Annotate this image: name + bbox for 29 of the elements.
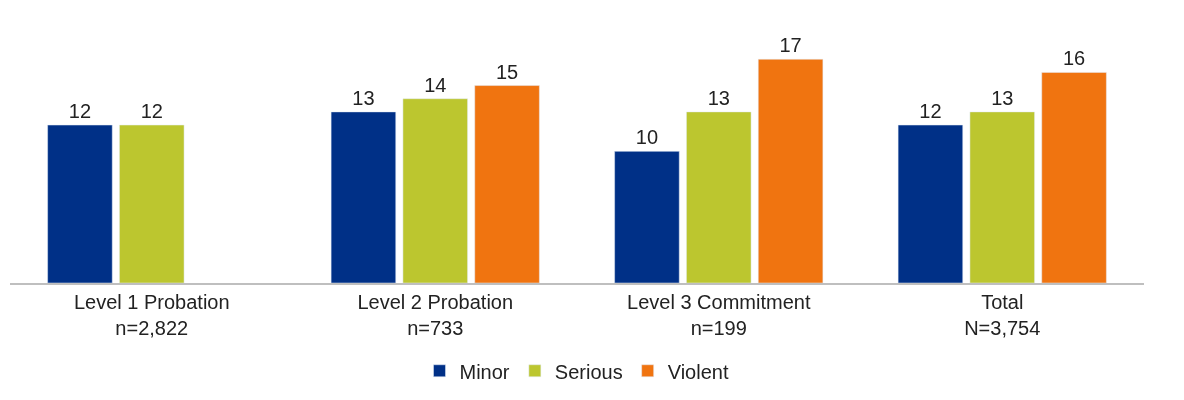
legend-label: Violent bbox=[667, 360, 729, 383]
bar bbox=[402, 98, 468, 283]
data-label: 15 bbox=[495, 60, 519, 83]
data-label: 13 bbox=[707, 86, 730, 109]
bar bbox=[969, 111, 1035, 283]
bar bbox=[474, 85, 540, 283]
bar bbox=[897, 124, 963, 283]
data-label: 13 bbox=[352, 86, 375, 109]
bar bbox=[686, 111, 752, 283]
data-label: 13 bbox=[991, 86, 1014, 109]
data-label: 14 bbox=[424, 73, 447, 96]
legend-label: Serious bbox=[554, 360, 623, 383]
data-label: 12 bbox=[919, 100, 942, 123]
data-label: 10 bbox=[635, 126, 659, 149]
bar bbox=[1041, 72, 1107, 283]
bar bbox=[47, 124, 113, 283]
data-label: 16 bbox=[1062, 47, 1086, 70]
x-tick-label: Level 3 Commitment n=199 bbox=[627, 290, 811, 339]
bar bbox=[119, 124, 185, 283]
data-label: 17 bbox=[779, 34, 802, 57]
bar bbox=[330, 111, 396, 283]
bar bbox=[758, 58, 824, 283]
x-tick-label: Total N=3,754 bbox=[964, 290, 1041, 339]
bar bbox=[614, 151, 680, 283]
legend-label: Minor bbox=[459, 360, 510, 383]
x-tick-label: Level 2 Probation n=733 bbox=[357, 290, 514, 339]
data-label: 12 bbox=[140, 100, 163, 123]
data-label: 12 bbox=[68, 100, 92, 123]
x-tick-label: Level 1 Probation n=2,822 bbox=[73, 290, 230, 339]
